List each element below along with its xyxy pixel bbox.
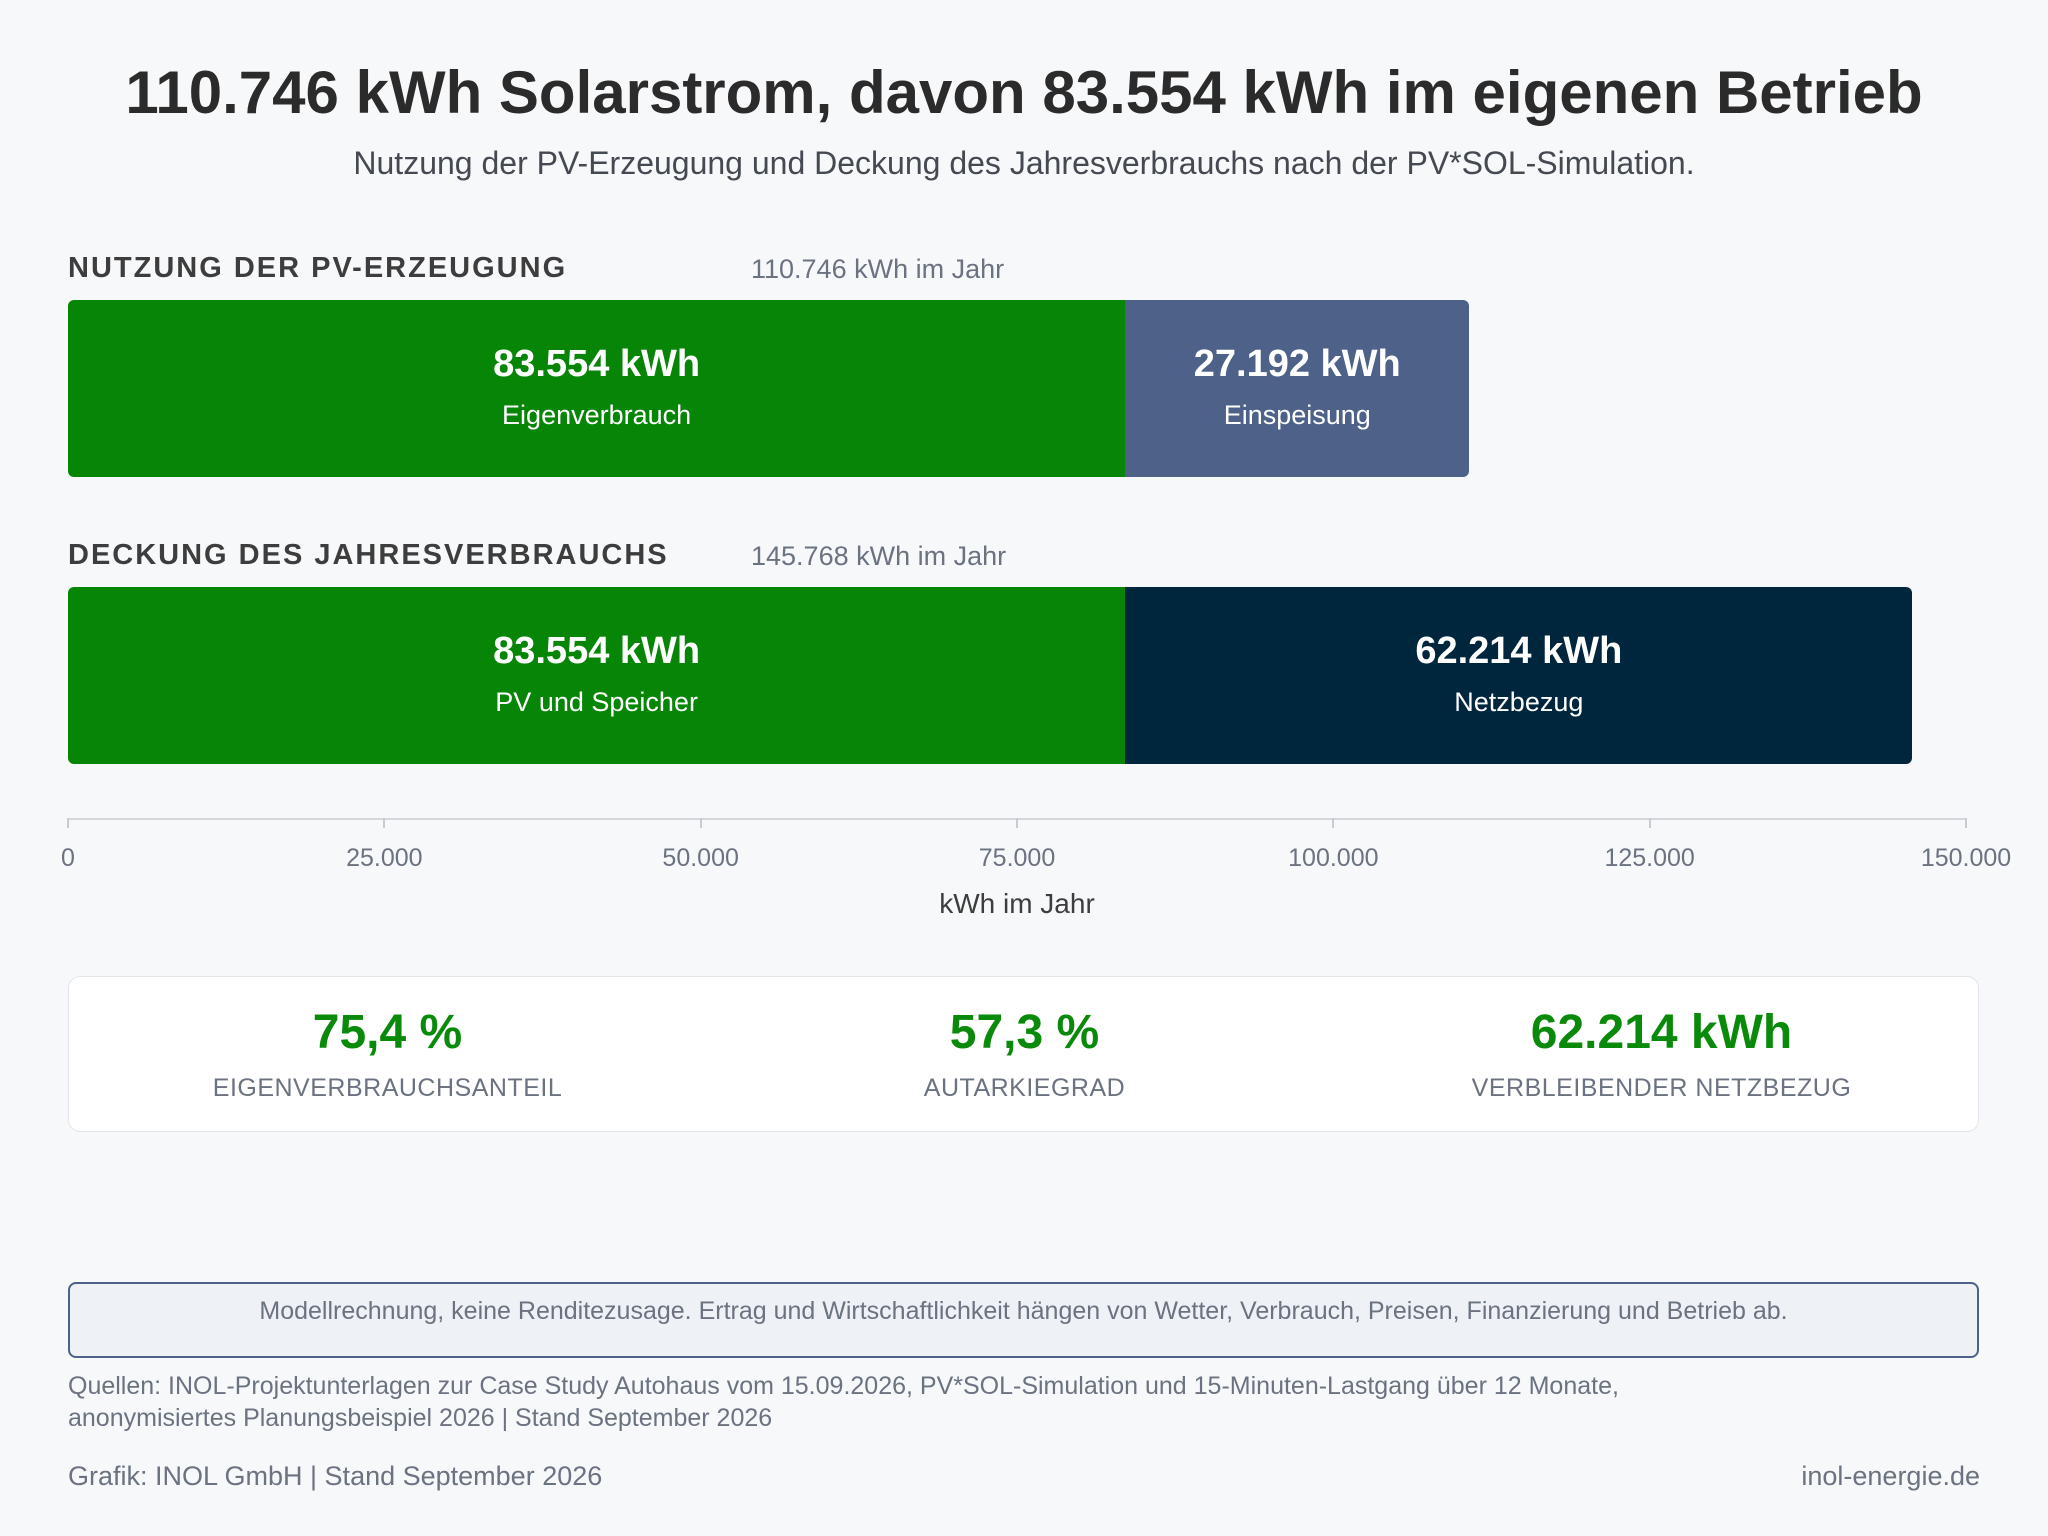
bar-label-pv-usage: NUTZUNG DER PV-ERZEUGUNG (68, 252, 568, 284)
data-label-name: Einspeisung (1223, 399, 1371, 430)
x-tick-mark (1332, 818, 1335, 828)
bar-segment-eigenverbrauch: 83.554 kWh Eigenverbrauch (68, 300, 1126, 477)
bar-total-pv-usage: 110.746 kWh im Jahr (751, 254, 1005, 284)
x-tick-label: 25.000 (346, 844, 423, 872)
data-label-name: Eigenverbrauch (502, 399, 692, 430)
chart-title: 110.746 kWh Solarstrom, davon 83.554 kWh… (125, 59, 1923, 126)
x-tick-label: 150.000 (1920, 844, 2012, 872)
kpi-autarkiegrad: 57,3 % AUTARKIEGRAD (706, 1005, 1343, 1103)
x-axis-title: kWh im Jahr (939, 888, 1095, 919)
x-axis: 0 25.000 50.000 75.000 100.000 125.000 150.000 (61, 818, 2011, 908)
bar-segment-einspeisung: 27.192 kWh Einspeisung (1125, 300, 1470, 477)
x-tick-mark (67, 818, 69, 828)
kpi-label: EIGENVERBRAUCHSANTEIL (212, 1074, 563, 1102)
data-label-value: 83.554 kWh (493, 342, 701, 385)
x-tick-mark (1965, 818, 1967, 828)
x-tick-label: 50.000 (662, 844, 739, 872)
disclaimer-box: Modellrechnung, keine Renditezusage. Ert… (68, 1282, 1979, 1358)
data-label-value: 62.214 kWh (1415, 629, 1623, 672)
kpi-netzbezug: 62.214 kWh VERBLEIBENDER NETZBEZUG (1343, 1005, 1980, 1103)
bar-consumption: 83.554 kWh PV und Speicher 62.214 kWh Ne… (68, 587, 1913, 764)
disclaimer-text: Modellrechnung, keine Renditezusage. Ert… (259, 1297, 1788, 1325)
sources-line-2: anonymisiertes Planungsbeispiel 2026 | S… (68, 1404, 773, 1432)
website-link[interactable]: inol-energie.de (1801, 1461, 1980, 1491)
x-tick-label: 0 (61, 844, 75, 872)
chart-subtitle: Nutzung der PV-Erzeugung und Deckung des… (353, 145, 1695, 181)
kpi-label: VERBLEIBENDER NETZBEZUG (1471, 1074, 1852, 1102)
x-tick-mark (1648, 818, 1651, 828)
sources-note: Quellen: INOL-Projektunterlagen zur Case… (68, 1370, 1768, 1434)
bar-segment-netzbezug: 62.214 kWh Netzbezug (1125, 587, 1913, 764)
x-tick-mark (699, 818, 702, 828)
data-label-value: 83.554 kWh (493, 629, 701, 672)
data-label-name: PV und Speicher (495, 686, 698, 717)
kpi-value: 57,3 % (949, 1006, 1100, 1059)
kpi-panel: 75,4 % EIGENVERBRAUCHSANTEIL 57,3 % AUTA… (68, 976, 1979, 1132)
bar-label-consumption: DECKUNG DES JAHRESVERBRAUCHS (68, 539, 669, 571)
x-tick-label: 100.000 (1288, 844, 1379, 872)
x-tick-mark (383, 818, 386, 828)
bar-segment-pv-und-speicher: 83.554 kWh PV und Speicher (68, 587, 1126, 764)
bar-pv-usage: 83.554 kWh Eigenverbrauch 27.192 kWh Ein… (68, 300, 1470, 477)
kpi-value: 75,4 % (312, 1006, 463, 1059)
x-tick-mark (1016, 818, 1018, 828)
data-label-name: Netzbezug (1454, 686, 1584, 717)
graphic-credit: Grafik: INOL GmbH | Stand September 2026 (68, 1461, 603, 1491)
x-tick-label: 75.000 (978, 844, 1056, 872)
kpi-label: AUTARKIEGRAD (923, 1074, 1126, 1102)
kpi-eigenverbrauchsanteil: 75,4 % EIGENVERBRAUCHSANTEIL (69, 1005, 706, 1103)
x-tick-label: 125.000 (1604, 844, 1695, 872)
bar-total-consumption: 145.768 kWh im Jahr (751, 541, 1007, 571)
data-label-value: 27.192 kWh (1193, 342, 1401, 385)
kpi-value: 62.214 kWh (1530, 1006, 1793, 1059)
sources-line-1: Quellen: INOL-Projektunterlagen zur Case… (68, 1372, 1619, 1400)
